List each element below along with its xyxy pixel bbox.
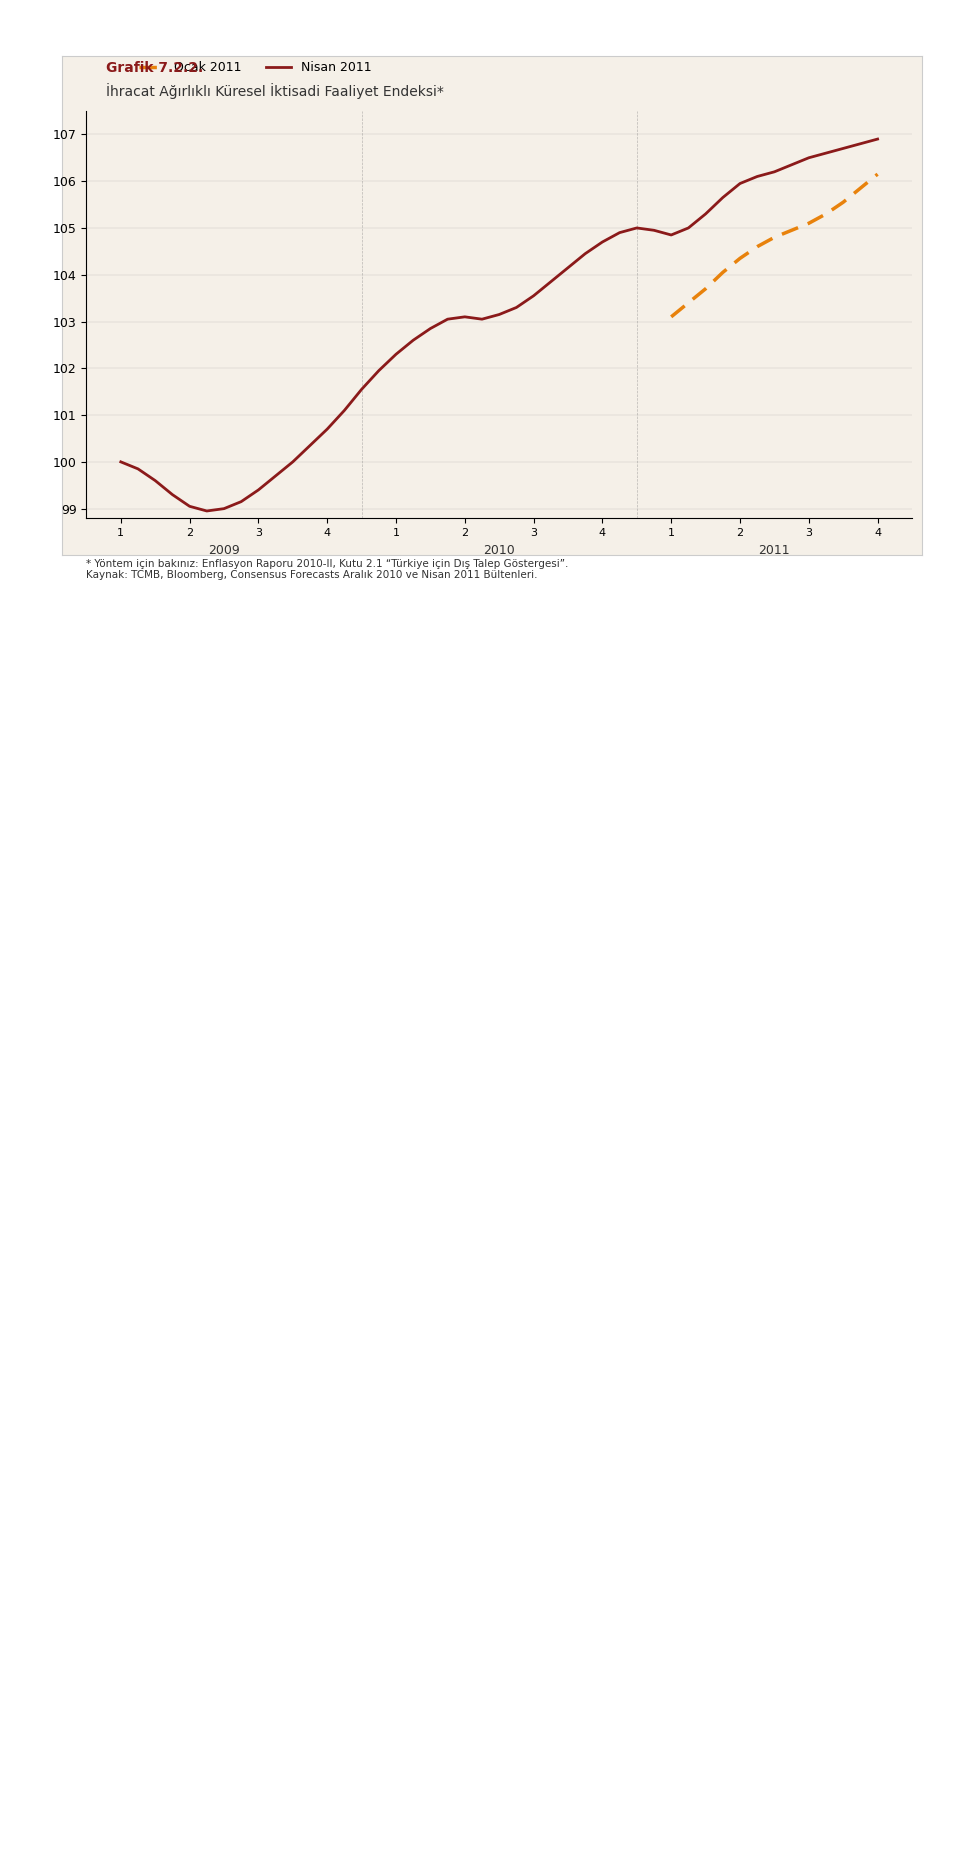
Text: 2011: 2011 <box>758 544 790 557</box>
Text: 2009: 2009 <box>208 544 240 557</box>
Text: İhracat Ağırlıklı Küresel İktisadi Faaliyet Endeksi*: İhracat Ağırlıklı Küresel İktisadi Faali… <box>106 83 444 100</box>
Text: * Yöntem için bakınız: Enflasyon Raporu 2010-II, Kutu 2.1 “Türkiye için Dış Tale: * Yöntem için bakınız: Enflasyon Raporu … <box>86 559 568 581</box>
Legend: Ocak 2011, Nisan 2011: Ocak 2011, Nisan 2011 <box>134 56 377 80</box>
Text: Grafik 7.2.2.: Grafik 7.2.2. <box>106 61 203 76</box>
Text: 2010: 2010 <box>483 544 516 557</box>
